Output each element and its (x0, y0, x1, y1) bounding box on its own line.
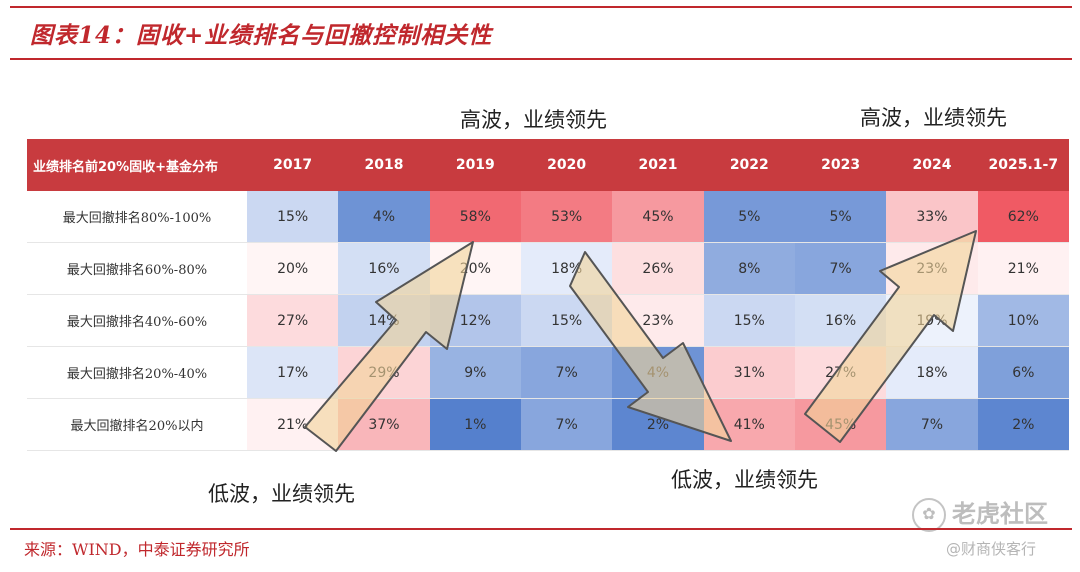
heatmap-cell: 23% (612, 294, 704, 347)
title-bar: 图表14：固收+业绩排名与回撤控制相关性 (10, 0, 1072, 60)
heatmap-cell: 4% (338, 191, 430, 243)
watermark-brand: ✿ 老虎社区 (912, 494, 1048, 532)
annotation-top-right: 高波，业绩领先 (860, 106, 1007, 130)
heatmap-cell: 7% (520, 346, 613, 399)
heatmap-cell: 15% (703, 294, 795, 347)
heatmap-cell: 21% (977, 242, 1069, 295)
heatmap-cell: 37% (338, 398, 430, 451)
heatmap-cell: 7% (886, 398, 978, 451)
heatmap-cell: 2% (977, 398, 1069, 451)
column-header: 2025.1-7 (977, 139, 1069, 191)
heatmap-cell: 20% (247, 242, 339, 295)
table-corner-header: 业绩排名前20%固收+基金分布 (27, 139, 247, 191)
source-rule (10, 528, 1072, 530)
table-row: 最大回撤排名20%以内 21% 37% 1% 7% 2% 41% 45% 7% … (27, 398, 1069, 451)
watermark-brand-text: 老虎社区 (952, 500, 1048, 528)
heatmap-cell: 16% (794, 294, 887, 347)
row-label: 最大回撤排名60%-80% (27, 242, 247, 295)
annotation-bottom-right: 低波，业绩领先 (671, 468, 818, 492)
heatmap-cell: 16% (338, 242, 430, 295)
annotation-bottom-left: 低波，业绩领先 (208, 482, 355, 506)
heatmap-cell: 20% (429, 242, 521, 295)
column-header: 2023 (794, 139, 887, 191)
heatmap-cell: 18% (520, 242, 613, 295)
heatmap-cell: 1% (429, 398, 521, 451)
heatmap-cell: 10% (977, 294, 1069, 347)
heatmap-cell: 58% (429, 191, 521, 243)
heatmap-cell: 15% (520, 294, 613, 347)
heatmap-cell: 8% (703, 242, 795, 295)
heatmap-cell: 27% (247, 294, 339, 347)
row-label: 最大回撤排名40%-60% (27, 294, 247, 347)
heatmap-cell: 5% (703, 191, 795, 243)
heatmap-table: 业绩排名前20%固收+基金分布 2017 2018 2019 2020 2021… (27, 139, 1069, 451)
table-row: 最大回撤排名20%-40% 17% 29% 9% 7% 4% 31% 27% 1… (27, 346, 1069, 399)
row-label: 最大回撤排名20%-40% (27, 346, 247, 399)
figure-title: 图表14：固收+业绩排名与回撤控制相关性 (30, 22, 493, 49)
heatmap-cell: 27% (794, 346, 887, 399)
column-header: 2021 (612, 139, 704, 191)
heatmap-cell: 45% (612, 191, 704, 243)
title-top-rule (10, 6, 1072, 8)
heatmap-cell: 26% (612, 242, 704, 295)
heatmap-cell: 21% (247, 398, 339, 451)
heatmap-cell: 31% (703, 346, 795, 399)
heatmap-cell: 14% (338, 294, 430, 347)
row-label: 最大回撤排名80%-100% (27, 191, 247, 243)
table-row: 最大回撤排名80%-100% 15% 4% 58% 53% 45% 5% 5% … (27, 191, 1069, 243)
heatmap-cell: 41% (703, 398, 795, 451)
paw-icon: ✿ (912, 498, 946, 532)
heatmap-cell: 33% (886, 191, 978, 243)
heatmap-cell: 15% (247, 191, 339, 243)
annotation-top-left: 高波，业绩领先 (460, 108, 607, 132)
table-row: 最大回撤排名60%-80% 20% 16% 20% 18% 26% 8% 7% … (27, 242, 1069, 295)
column-header: 2017 (247, 139, 339, 191)
heatmap-cell: 23% (886, 242, 978, 295)
watermark-handle: @财商侠客行 (946, 540, 1037, 558)
column-header: 2022 (703, 139, 795, 191)
table-row: 最大回撤排名40%-60% 27% 14% 12% 15% 23% 15% 16… (27, 294, 1069, 347)
column-header: 2024 (886, 139, 978, 191)
heatmap-cell: 12% (429, 294, 521, 347)
heatmap-cell: 53% (520, 191, 613, 243)
heatmap-cell: 5% (794, 191, 887, 243)
heatmap-cell: 2% (612, 398, 704, 451)
heatmap-cell: 7% (520, 398, 613, 451)
source-note: 来源：WIND，中泰证券研究所 (24, 540, 250, 559)
column-header: 2019 (429, 139, 521, 191)
column-header: 2020 (520, 139, 613, 191)
table-header-row: 业绩排名前20%固收+基金分布 2017 2018 2019 2020 2021… (27, 139, 1069, 191)
heatmap-cell: 18% (886, 346, 978, 399)
row-label: 最大回撤排名20%以内 (27, 398, 247, 451)
column-header: 2018 (338, 139, 430, 191)
heatmap-cell: 62% (977, 191, 1069, 243)
heatmap-cell: 7% (794, 242, 887, 295)
heatmap-cell: 4% (612, 346, 704, 399)
heatmap-cell: 9% (429, 346, 521, 399)
heatmap-cell: 19% (886, 294, 978, 347)
heatmap-cell: 6% (977, 346, 1069, 399)
heatmap-cell: 17% (247, 346, 339, 399)
heatmap-cell: 29% (338, 346, 430, 399)
heatmap-cell: 45% (794, 398, 887, 451)
